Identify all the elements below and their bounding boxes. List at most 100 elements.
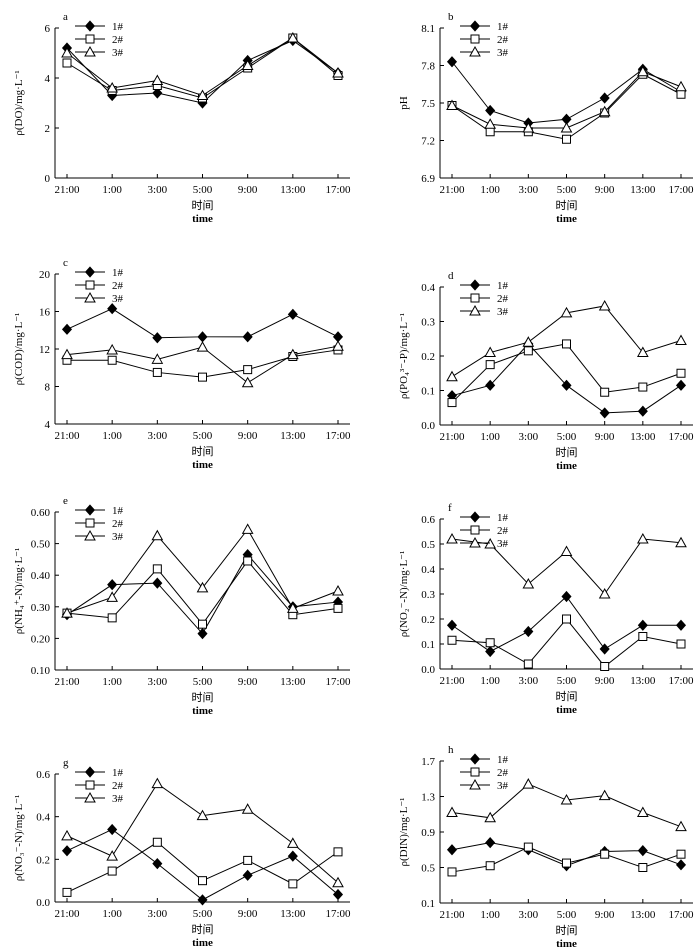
data-point [106,850,119,861]
data-point [560,306,573,318]
legend-entry: 1# [112,21,124,33]
data-point [152,87,163,99]
legend-marker [469,753,481,765]
x-tick-label: 13:00 [630,184,656,196]
y-tick-label: 0.4 [421,282,435,294]
data-point [446,56,458,68]
x-tick-label: 17:00 [325,430,351,442]
x-axis-label-cn: 时间 [192,445,214,458]
x-axis-label-cn: 时间 [192,923,214,936]
legend-entry: 3# [112,793,124,805]
y-tick-label: 0.5 [421,539,435,551]
legend-entry: 2# [497,34,509,46]
data-point [637,405,648,417]
data-point [287,308,298,320]
data-point [446,99,458,110]
data-point [446,532,458,544]
data-point [196,89,209,100]
data-point [61,845,73,857]
x-tick-label: 17:00 [668,431,694,443]
x-tick-label: 1:00 [480,675,500,687]
data-point [243,365,253,375]
data-point [332,888,344,901]
y-tick-label: 0.5 [421,863,435,875]
x-tick-label: 3:00 [519,675,539,687]
series-line-2 [66,37,339,99]
data-point [676,849,686,859]
chart-panel-f: 0.0 0.1 0.2 0.3 0.4 0.5 0.6 21:00 1:00 3:00 5:00 9:… [398,502,694,716]
y-tick-label: 0.1 [421,898,435,910]
data-point [196,809,209,821]
x-tick-label: 9:00 [238,676,258,688]
y-tick-label: 0.50 [31,539,51,551]
x-tick-label: 5:00 [193,430,213,442]
data-point [562,614,571,624]
y-axis-label: ρ(NO₂⁻-N)/mg·L⁻¹ [398,551,410,638]
y-tick-label: 0.2 [421,614,435,626]
data-point [107,613,117,623]
data-point [562,134,571,144]
y-tick-label: 8.1 [421,23,435,35]
data-point [485,379,496,391]
x-tick-label: 9:00 [595,184,615,196]
data-point [599,92,610,104]
legend-entry: 2# [112,34,124,46]
data-point [485,645,496,658]
data-point [485,638,495,648]
legend-entry: 1# [497,754,509,766]
x-axis-label-en: time [556,704,577,716]
data-point [638,382,648,392]
legend-marker [470,525,480,535]
data-point [522,121,535,133]
y-tick-label: 12 [39,344,50,356]
x-tick-label: 3:00 [519,431,539,443]
legend-marker [469,536,481,548]
legend-entry: 2# [497,525,509,537]
data-point [484,811,497,823]
x-tick-label: 1:00 [480,184,500,196]
legend-marker [469,511,481,523]
data-point [675,859,687,871]
x-tick-label: 1:00 [102,908,122,920]
series-line-2 [451,343,682,403]
data-point [198,372,207,382]
x-tick-label: 1:00 [102,676,122,688]
data-point [560,545,573,556]
x-tick-label: 13:00 [280,430,306,442]
legend-entry: 2# [112,518,124,530]
chart-panel-d: 0.0 0.1 0.2 0.3 0.4 21:00 1:00 3:00 5:00 9:00 13:0… [398,270,694,472]
data-point [484,346,497,358]
y-tick-label: 4 [45,73,51,85]
data-point [600,662,610,671]
legend-entry: 2# [497,767,509,779]
series-line-1 [66,828,339,901]
data-point [598,105,611,117]
data-point [675,379,687,391]
panel-letter: f [448,502,452,514]
y-tick-label: 0.10 [31,665,51,677]
legend-entry: 3# [112,531,124,543]
legend-entry: 1# [112,505,124,517]
x-tick-label: 3:00 [519,184,539,196]
data-point [598,789,611,801]
x-tick-label: 21:00 [439,184,465,196]
legend-marker [469,20,481,32]
x-tick-label: 21:00 [439,909,465,921]
x-axis-label-en: time [192,459,213,471]
panel-letter: b [448,11,454,23]
y-tick-label: 0.0 [421,420,435,432]
data-point [61,46,73,58]
data-point [107,866,117,876]
data-point [523,346,533,356]
x-tick-label: 1:00 [102,430,122,442]
x-tick-label: 17:00 [668,909,694,921]
data-point [675,536,687,548]
chart-panel-g: 0.0 0.2 0.4 0.6 21:00 1:00 3:00 5:00 9:00 13:00 17… [13,757,351,949]
y-tick-label: 6 [45,23,51,35]
x-tick-label: 3:00 [148,676,168,688]
x-tick-label: 5:00 [193,908,213,920]
data-point [287,850,298,862]
legend-marker [469,304,481,316]
data-point [152,332,163,344]
x-tick-label: 21:00 [54,184,80,196]
